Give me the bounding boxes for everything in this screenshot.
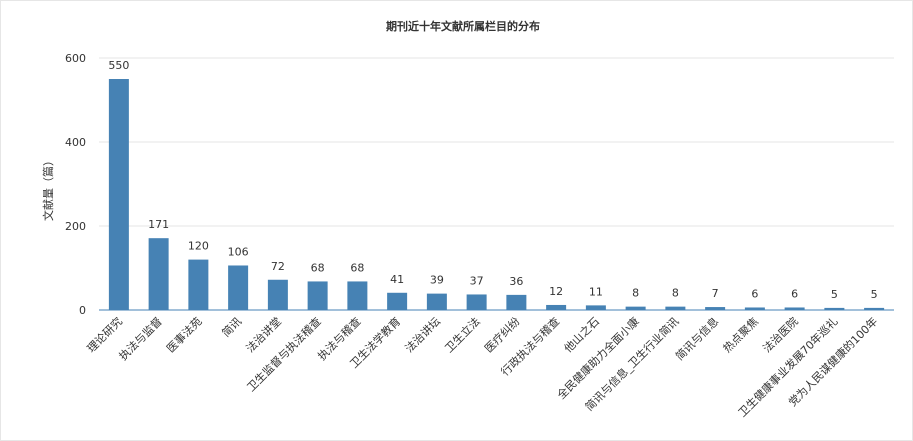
bar <box>546 304 567 310</box>
x-tick-label: 理论研究 <box>84 314 125 355</box>
data-label: 171 <box>148 218 169 231</box>
bar <box>228 265 249 310</box>
data-label: 72 <box>271 260 285 273</box>
bar <box>744 307 765 310</box>
y-tick-label: 0 <box>79 304 86 317</box>
x-tick-label: 医事法苑 <box>163 314 204 355</box>
bar <box>347 281 368 310</box>
bar <box>864 307 885 310</box>
x-tick-label: 法治讲坛 <box>402 314 443 355</box>
data-label: 68 <box>350 261 364 274</box>
x-tick-label: 法治医院 <box>760 314 801 355</box>
x-tick-label: 热点聚焦 <box>721 315 761 355</box>
chart-title: 期刊近十年文献所属栏目的分布 <box>386 19 540 33</box>
x-tick-label: 法治讲堂 <box>243 314 284 355</box>
bar <box>824 307 845 310</box>
bar <box>506 294 527 310</box>
y-tick-label: 200 <box>65 220 86 233</box>
bar <box>466 294 487 310</box>
x-tick-label: 简讯与信息 <box>672 314 721 363</box>
data-label: 6 <box>791 287 798 300</box>
x-tick-label: 执法与监督 <box>116 314 165 363</box>
bar <box>665 306 686 310</box>
grid-lines <box>99 57 894 227</box>
data-label: 120 <box>188 240 209 253</box>
data-label: 37 <box>470 274 484 287</box>
y-tick-labels: 0 200 400 600 <box>65 52 86 317</box>
bars <box>108 79 885 310</box>
x-tick-label: 医疗纠纷 <box>481 314 522 355</box>
data-label: 8 <box>672 287 679 300</box>
x-tick-label: 卫生立法 <box>442 314 483 355</box>
y-tick-label: 400 <box>65 136 86 149</box>
data-labels: 550 171 120 106 72 68 68 41 39 37 36 12 11 8 8 7 6 6 5 5 <box>108 59 877 301</box>
y-axis-label: 文献量（篇） <box>41 155 55 221</box>
data-label: 11 <box>589 285 603 298</box>
bar <box>387 292 408 310</box>
bar <box>705 307 726 310</box>
data-label: 550 <box>108 59 129 72</box>
data-label: 8 <box>632 287 639 300</box>
data-label: 5 <box>871 288 878 301</box>
bar <box>108 79 129 310</box>
data-label: 39 <box>430 274 444 287</box>
data-label: 68 <box>311 261 325 274</box>
bar <box>307 281 328 310</box>
bar <box>426 293 447 310</box>
data-label: 12 <box>549 285 563 298</box>
bar <box>188 259 209 310</box>
bar <box>625 306 646 310</box>
data-label: 36 <box>509 275 523 288</box>
x-tick-label: 简讯 <box>219 314 244 339</box>
data-label: 6 <box>751 287 758 300</box>
data-label: 41 <box>390 273 404 286</box>
x-tick-labels: 理论研究执法与监督 医事法苑 简讯 法治讲堂卫生监督与执法稽查执法与稽查卫生法学教育法… <box>84 314 880 419</box>
x-tick-label: 卫生监督与执法稽查 <box>244 314 324 394</box>
data-label: 7 <box>712 287 719 300</box>
bar <box>585 305 606 310</box>
x-tick-label: 他山之石 <box>561 314 602 355</box>
data-label: 5 <box>831 288 838 301</box>
bar <box>148 238 169 310</box>
data-label: 106 <box>228 245 249 258</box>
y-tick-label: 600 <box>65 52 86 65</box>
bar <box>784 307 805 310</box>
bar <box>267 279 288 310</box>
